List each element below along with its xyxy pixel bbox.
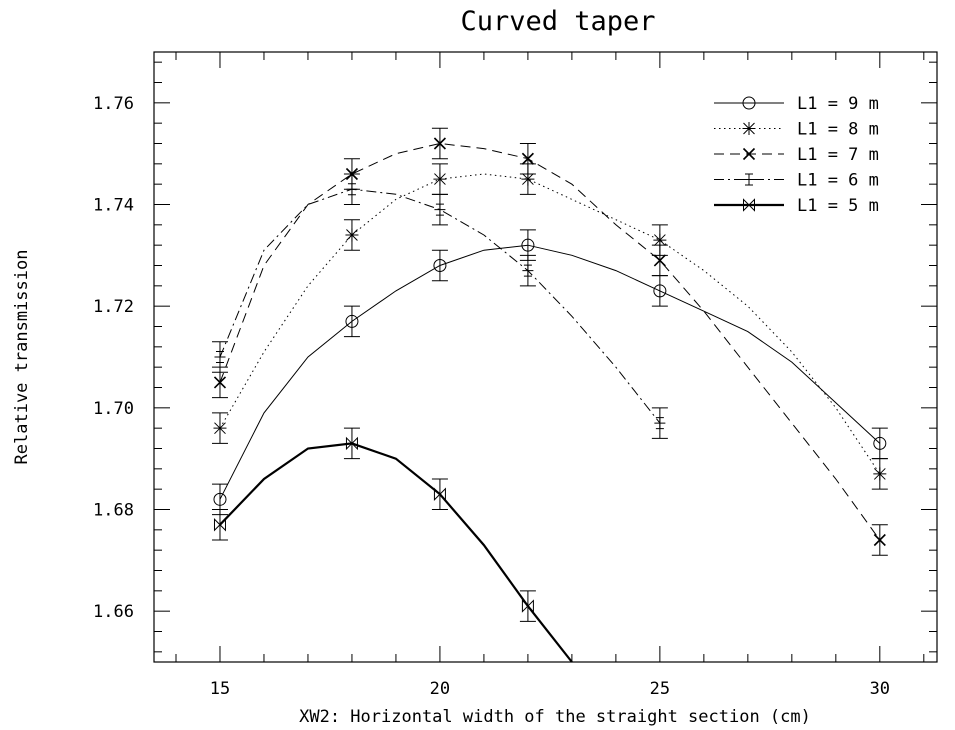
series-5 [211, 427, 573, 663]
data-point [345, 314, 359, 328]
x-tick-label: 15 [210, 679, 230, 699]
series-3 [211, 127, 888, 556]
data-point [521, 599, 534, 613]
legend: L1 = 9 m L1 = 8 m L1 = 7 m L1 = 6 m L1 = 5 m [714, 94, 879, 216]
data-point [433, 172, 447, 186]
legend-entry: L1 = 5 m [714, 196, 879, 216]
x-tick-label: 25 [650, 679, 670, 699]
data-point [654, 417, 666, 430]
data-point [521, 238, 535, 252]
legend-label: L1 = 5 m [797, 196, 879, 216]
legend-label: L1 = 8 m [797, 120, 879, 140]
data-point [873, 533, 886, 547]
series-1 [211, 229, 888, 516]
data-point [433, 137, 446, 150]
data-point [433, 487, 446, 501]
series-line [219, 442, 573, 663]
legend-label: L1 = 7 m [797, 145, 879, 165]
legend-label: L1 = 6 m [797, 171, 879, 191]
legend-entry: L1 = 9 m [714, 94, 879, 114]
y-tick-label: 1.74 [93, 196, 134, 216]
data-point [653, 233, 667, 247]
data-point [345, 436, 358, 451]
plot-frame [153, 51, 938, 663]
legend-entry: L1 = 7 m [714, 145, 879, 165]
y-axis-label: Relative transmission [12, 250, 32, 465]
data-point [214, 351, 226, 363]
x-axis-label: XW2: Horizontal width of the straight se… [299, 707, 811, 727]
data-point [213, 492, 227, 506]
error-bar [343, 305, 360, 338]
data-point [434, 203, 446, 216]
data-point [213, 376, 227, 389]
x-tick-label: 20 [430, 679, 450, 699]
data-point [873, 467, 887, 481]
y-tick-label: 1.76 [93, 94, 134, 114]
data-point [213, 518, 226, 532]
legend-marker [743, 198, 755, 212]
y-tick-label: 1.66 [93, 602, 134, 622]
y-tick-label: 1.72 [93, 297, 134, 317]
legend-marker [742, 96, 756, 110]
axis-ticks: 15 20 25 30 1.66 1.68 1.70 1.72 1.74 1.76 [93, 52, 937, 699]
legend-marker [743, 173, 755, 186]
series-layer [211, 127, 888, 663]
series-2 [211, 163, 888, 490]
data-point [433, 259, 447, 272]
series-line [219, 188, 661, 424]
y-tick-label: 1.68 [93, 501, 134, 521]
data-point [213, 421, 227, 435]
legend-label: L1 = 9 m [797, 94, 879, 114]
legend-entry: L1 = 6 m [714, 171, 879, 191]
chart-title: Curved taper [460, 6, 655, 37]
data-point [346, 183, 358, 196]
data-point [653, 284, 667, 298]
y-tick-label: 1.70 [93, 399, 134, 419]
series-line [219, 142, 881, 541]
error-bar [431, 249, 448, 282]
series-line [219, 173, 881, 475]
data-point [522, 264, 534, 277]
legend-entry: L1 = 8 m [714, 120, 879, 140]
data-point [653, 254, 666, 267]
series-line [219, 244, 881, 500]
data-point [873, 436, 887, 450]
data-point [521, 152, 534, 165]
data-point [521, 172, 535, 186]
legend-marker [742, 147, 756, 161]
series-4 [211, 173, 668, 439]
x-tick-label: 30 [870, 679, 890, 699]
legend-marker [742, 122, 756, 135]
data-point [345, 228, 359, 242]
